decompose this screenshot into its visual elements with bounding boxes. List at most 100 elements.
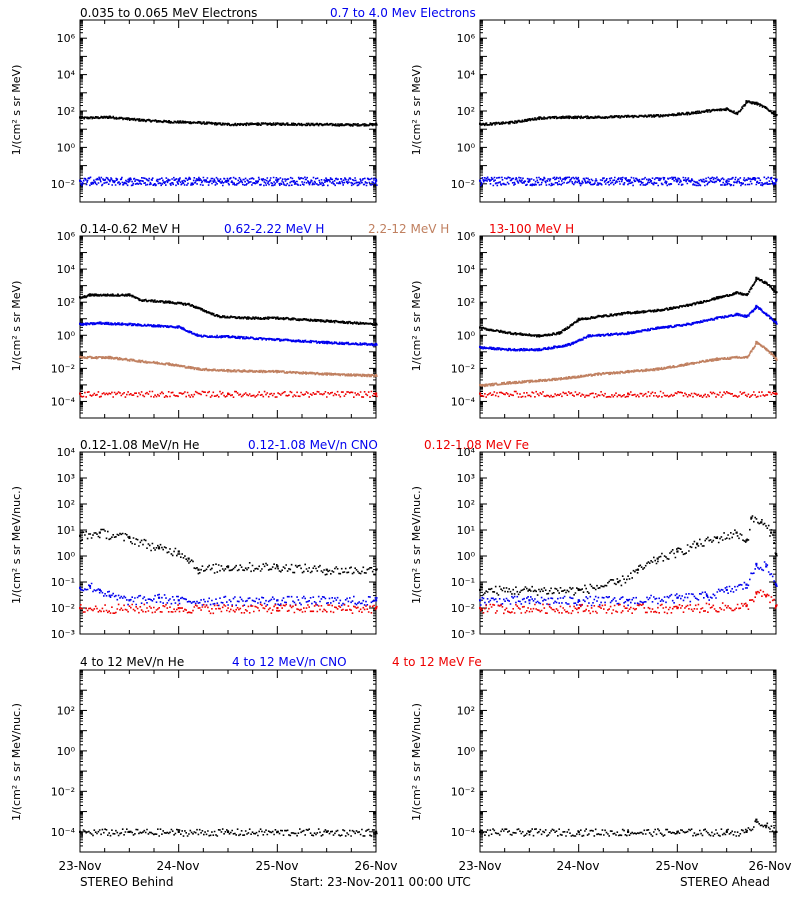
xtick-right-2: 25-Nov	[655, 859, 698, 873]
y-tick-label: 10⁻⁴	[451, 395, 476, 408]
data-point	[79, 534, 82, 537]
data-point	[325, 568, 328, 571]
data-point	[567, 115, 570, 118]
data-point	[627, 599, 630, 602]
row1-title-0: 0.035 to 0.065 MeV Electrons	[80, 6, 257, 20]
panel-6: 10⁻⁴ 10⁻² 10⁰ 10²	[51, 669, 378, 853]
series-c08060	[79, 355, 378, 378]
data-point	[276, 369, 279, 373]
series-000000	[79, 293, 378, 327]
data-point	[745, 604, 748, 608]
data-point	[98, 588, 101, 592]
data-point	[187, 557, 190, 560]
series-points	[80, 293, 378, 327]
ylabel-row2-right: 1/(cm² s sr MeV)	[410, 281, 423, 372]
data-point	[375, 830, 378, 833]
y-tick-label: 10²	[57, 704, 75, 717]
data-point	[375, 179, 378, 182]
y-tick-label: 10⁻⁴	[51, 826, 76, 839]
y-tick-label: 10²	[457, 498, 475, 511]
data-point	[177, 607, 180, 610]
row3-title-2: 0.12-1.08 MeV Fe	[424, 438, 529, 452]
series-points	[80, 176, 378, 187]
panel-7: 10⁻⁴ 10⁻² 10⁰ 10²	[451, 669, 778, 853]
series-000000	[79, 115, 378, 127]
data-point	[656, 557, 659, 560]
series-0000ee	[79, 321, 378, 347]
y-tick-label: 10⁰	[457, 329, 476, 342]
data-point	[775, 552, 778, 556]
data-point	[725, 830, 728, 833]
data-point	[755, 276, 758, 279]
data-point	[276, 607, 279, 610]
ylabel-row4-left: 1/(cm² s sr MeV/nuc.)	[10, 703, 23, 821]
footer: STEREO Behind Start: 23-Nov-2011 00:00 U…	[80, 875, 770, 889]
series-000000	[479, 100, 778, 127]
y-tick-label: 10⁻³	[51, 628, 75, 641]
y-tick-label: 10⁻⁴	[51, 395, 76, 408]
y-tick-label: 10⁰	[57, 550, 76, 563]
xtick-right-0: 23-Nov	[458, 859, 501, 873]
data-point	[577, 607, 580, 610]
y-tick-label: 10²	[57, 296, 75, 309]
data-point	[79, 586, 82, 589]
data-point	[157, 547, 161, 550]
footer-center: Start: 23-Nov-2011 00:00 UTC	[290, 875, 471, 889]
data-point	[479, 607, 482, 610]
data-point	[375, 607, 378, 610]
data-point	[696, 542, 699, 545]
y-tick-label: 10⁶	[457, 32, 476, 45]
data-point	[725, 179, 728, 182]
data-point	[765, 565, 768, 568]
data-point	[479, 588, 482, 592]
row1-title-1: 0.7 to 4.0 Mev Electrons	[330, 6, 476, 20]
ylabel-row4-right: 1/(cm² s sr MeV/nuc.)	[410, 703, 423, 821]
data-point	[79, 607, 82, 610]
series-points	[480, 277, 778, 338]
row2-title-3: 13-100 MeV H	[489, 222, 574, 236]
series-ee0000	[479, 589, 778, 615]
y-tick-label: 10⁻²	[51, 602, 75, 615]
xtick-left-0: 23-Nov	[58, 859, 101, 873]
series-000000	[479, 818, 778, 837]
data-point	[375, 373, 378, 377]
y-tick-label: 10⁻⁴	[451, 826, 476, 839]
series-000000	[79, 828, 378, 837]
series-points	[80, 115, 378, 127]
data-point	[325, 179, 328, 182]
data-point	[686, 362, 689, 365]
data-point	[745, 830, 748, 833]
data-point	[715, 536, 718, 540]
data-point	[528, 599, 531, 602]
y-tick-label: 10³	[57, 472, 75, 485]
data-point	[755, 562, 758, 566]
series-ee0000	[479, 390, 778, 399]
footer-right: STEREO Ahead	[680, 875, 770, 889]
panel-5: 10⁻³ 10⁻² 10⁻¹ 10⁰ 10¹ 10² 10³ 10⁴	[451, 446, 778, 641]
y-tick-label: 10⁶	[57, 230, 76, 243]
y-tick-label: 10⁰	[57, 745, 76, 758]
data-point	[177, 830, 180, 833]
series-ee0000	[79, 603, 378, 615]
data-point	[745, 539, 748, 542]
y-tick-label: 10¹	[457, 524, 475, 537]
y-tick-label: 10⁻²	[51, 178, 75, 191]
xtick-right-3: 26-Nov	[748, 859, 791, 873]
ylabel-row1-right: 1/(cm² s sr MeV)	[410, 65, 423, 156]
data-point	[79, 296, 82, 299]
y-tick-label: 10¹	[57, 524, 75, 537]
footer-left: STEREO Behind	[80, 875, 174, 889]
data-point	[98, 531, 101, 534]
data-point	[775, 583, 778, 586]
y-tick-label: 10⁻¹	[451, 576, 475, 589]
data-point	[627, 830, 630, 833]
data-point	[636, 568, 640, 571]
ylabel-row3-right: 1/(cm² s sr MeV/nuc.)	[410, 486, 423, 604]
y-tick-label: 10⁴	[457, 446, 476, 459]
series-0000ee	[79, 176, 378, 187]
row2-title-2: 2.2-12 MeV H	[368, 222, 449, 236]
data-point	[755, 304, 758, 308]
xtick-right-1: 24-Nov	[556, 859, 599, 873]
data-point	[735, 312, 738, 315]
